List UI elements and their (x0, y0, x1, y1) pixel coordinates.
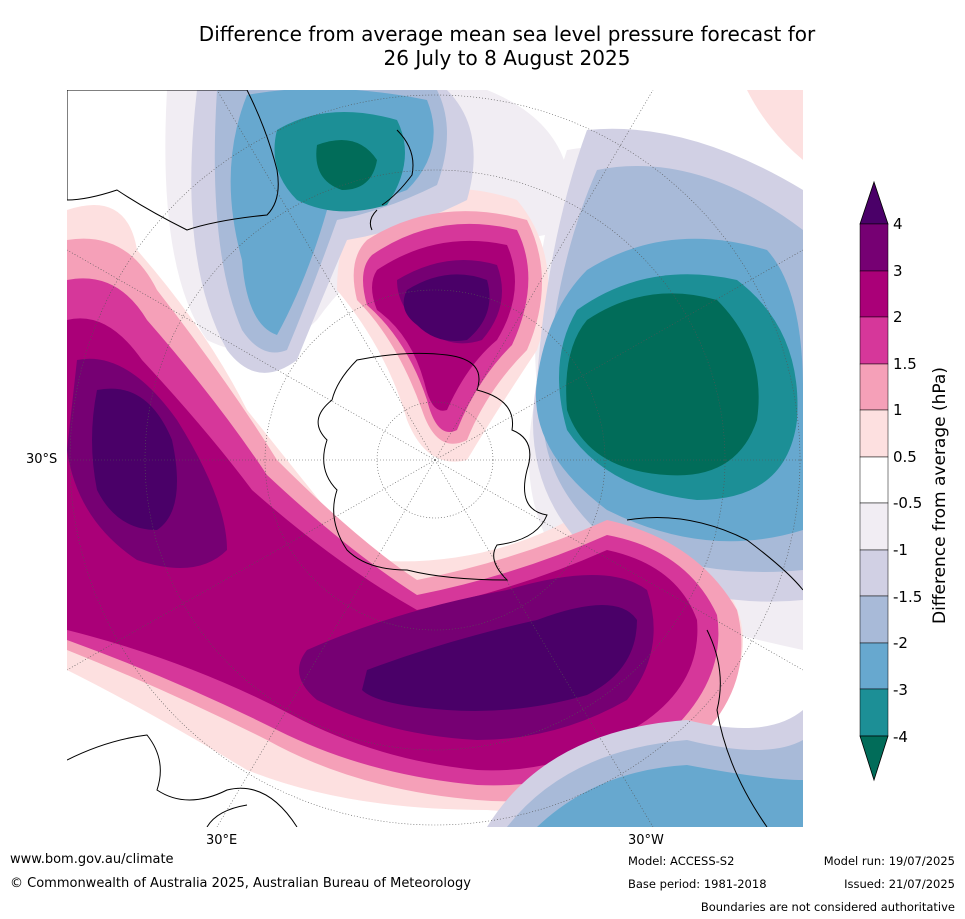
colorbar-bin-zero (859, 502, 889, 551)
latitude-label-30s: 30°S (26, 452, 58, 467)
colorbar-bin-n2 (859, 688, 889, 737)
title-line-1: Difference from average mean sea level p… (198, 22, 816, 46)
contour-n4-east (566, 293, 759, 476)
colorbar-bin-p1 (859, 409, 889, 458)
footer-model: Model: ACCESS-S2 (628, 854, 735, 868)
footer-base-period: Base period: 1981-2018 (628, 877, 767, 891)
colorbar-label: Difference from average (hPa) (930, 367, 950, 624)
south-america-outline (626, 517, 803, 827)
colorbar-top-arrow (859, 180, 889, 225)
contour-p4-center (403, 274, 490, 341)
pressure-anomaly-map (67, 90, 803, 827)
contour-n4-west (316, 140, 377, 190)
colorbar-bin-p05 (859, 456, 889, 504)
title-line-2: 26 July to 8 August 2025 (383, 46, 631, 70)
colorbar-tick: 0.5 (893, 448, 917, 466)
colorbar-tick: 1.5 (893, 355, 917, 373)
colorbar-tick: -2 (893, 634, 908, 652)
footer-boundaries-note: Boundaries are not considered authoritat… (700, 900, 955, 914)
longitude-label-30e: 30°E (206, 833, 238, 848)
contour-n2-south (537, 765, 803, 827)
colorbar (859, 180, 889, 782)
colorbar-tick: 1 (893, 401, 903, 419)
colorbar-tick: 4 (893, 215, 903, 233)
colorbar-bin-n1 (859, 595, 889, 644)
colorbar-bottom-arrow (859, 735, 889, 782)
longitude-label-30w: 30°W (628, 833, 664, 848)
colorbar-bin-p15 (859, 363, 889, 411)
colorbar-bin-p2 (859, 316, 889, 365)
contour-p4-band-west (92, 388, 177, 530)
colorbar-tick: 2 (893, 308, 903, 326)
colorbar-tick: -3 (893, 681, 908, 699)
colorbar-tick: -1 (893, 541, 908, 559)
antarctica-outline (317, 352, 548, 581)
australia-outline (67, 90, 279, 231)
graticule (67, 90, 803, 827)
footer-website[interactable]: www.bom.gov.au/climate (10, 852, 174, 867)
colorbar-tick: -4 (893, 728, 908, 746)
colorbar-tick: 3 (893, 262, 903, 280)
colorbar-tick: -1.5 (893, 588, 923, 606)
colorbar-bin-p3 (859, 270, 889, 318)
colorbar-bin-n15 (859, 642, 889, 690)
footer-copyright: © Commonwealth of Australia 2025, Austra… (10, 876, 471, 891)
footer-issued: Issued: 21/07/2025 (844, 877, 955, 891)
colorbar-bin-p4 (859, 223, 889, 272)
africa-outline (67, 734, 298, 827)
contour-p05-ne (747, 90, 803, 160)
footer-model-run: Model run: 19/07/2025 (823, 854, 955, 868)
colorbar-tick: -0.5 (893, 494, 923, 512)
new-zealand-outline (369, 129, 414, 231)
chart-title: Difference from average mean sea level p… (0, 22, 965, 70)
colorbar-bin-n05 (859, 549, 889, 597)
